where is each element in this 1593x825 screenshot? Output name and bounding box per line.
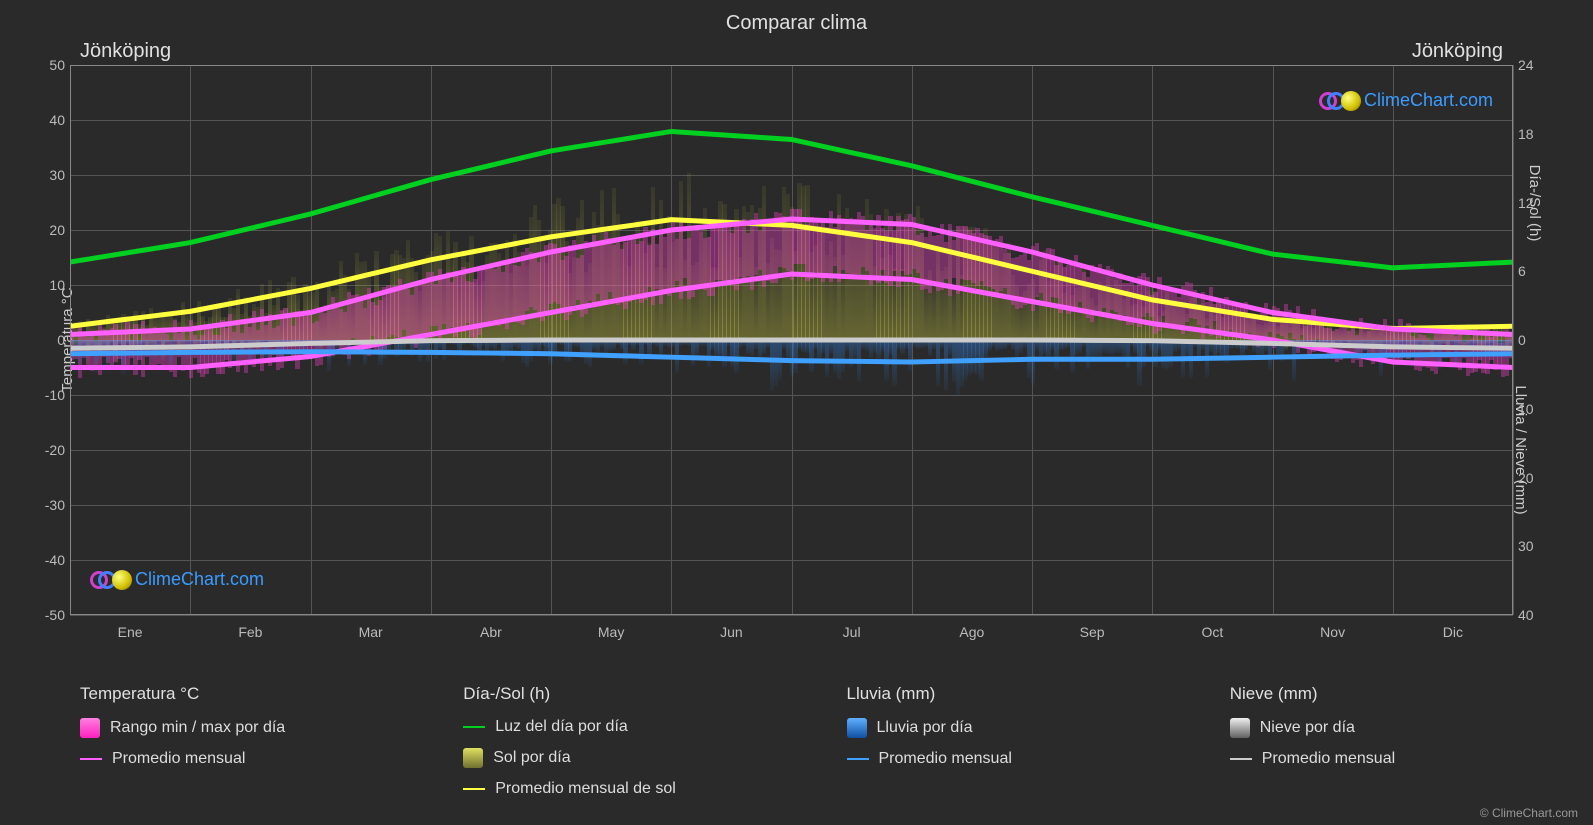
legend-swatch bbox=[1230, 718, 1250, 738]
legend-swatch bbox=[463, 748, 483, 768]
y-tick-right: 0 bbox=[1518, 332, 1548, 348]
x-tick-month: Nov bbox=[1320, 624, 1345, 640]
copyright: © ClimeChart.com bbox=[1480, 806, 1578, 820]
y-tick-right: 6 bbox=[1518, 263, 1548, 279]
legend-item: Promedio mensual bbox=[1230, 750, 1553, 768]
legend-line bbox=[463, 788, 485, 790]
y-tick-left: 40 bbox=[30, 112, 65, 128]
legend-swatch bbox=[847, 718, 867, 738]
y-tick-left: -20 bbox=[30, 442, 65, 458]
x-tick-month: May bbox=[598, 624, 624, 640]
legend-item: Lluvia por día bbox=[847, 718, 1170, 738]
legend-group-title: Nieve (mm) bbox=[1230, 684, 1553, 704]
x-tick-month: Dic bbox=[1443, 624, 1463, 640]
y-tick-left: -30 bbox=[30, 497, 65, 513]
snow-avg-line bbox=[70, 340, 1513, 348]
x-tick-month: Jul bbox=[843, 624, 861, 640]
legend: Temperatura °C Rango min / max por día Pro… bbox=[80, 684, 1553, 810]
chart-title: Comparar clima bbox=[0, 0, 1593, 35]
y-tick-right: 18 bbox=[1518, 126, 1548, 142]
legend-group: Nieve (mm) Nieve por día Promedio mensual bbox=[1230, 684, 1553, 810]
legend-group-title: Temperatura °C bbox=[80, 684, 403, 704]
legend-item-label: Lluvia por día bbox=[877, 719, 973, 737]
x-tick-month: Mar bbox=[359, 624, 383, 640]
y-tick-left: 0 bbox=[30, 332, 65, 348]
temp-max-line bbox=[70, 219, 1513, 335]
watermark-text: ClimeChart.com bbox=[1364, 90, 1493, 111]
x-tick-month: Ene bbox=[118, 624, 143, 640]
lines-svg bbox=[70, 65, 1513, 615]
watermark-top: ClimeChart.com bbox=[1319, 90, 1493, 111]
city-label-right: Jönköping bbox=[1412, 40, 1503, 63]
legend-item-label: Promedio mensual bbox=[112, 750, 245, 768]
legend-item: Nieve por día bbox=[1230, 718, 1553, 738]
legend-line bbox=[1230, 758, 1252, 760]
x-tick-month: Jun bbox=[720, 624, 743, 640]
legend-item: Luz del día por día bbox=[463, 718, 786, 736]
legend-item-label: Luz del día por día bbox=[495, 718, 628, 736]
legend-item: Promedio mensual bbox=[847, 750, 1170, 768]
legend-group: Temperatura °C Rango min / max por día Pro… bbox=[80, 684, 403, 810]
x-tick-month: Oct bbox=[1201, 624, 1223, 640]
legend-item: Promedio mensual bbox=[80, 750, 403, 768]
legend-group-title: Día-/Sol (h) bbox=[463, 684, 786, 704]
legend-item: Rango min / max por día bbox=[80, 718, 403, 738]
y-tick-left: 20 bbox=[30, 222, 65, 238]
legend-line bbox=[80, 758, 102, 760]
legend-line bbox=[463, 726, 485, 728]
y-tick-right: 20 bbox=[1518, 470, 1548, 486]
legend-item: Sol por día bbox=[463, 748, 786, 768]
watermark-icon bbox=[1319, 91, 1359, 111]
y-tick-left: -50 bbox=[30, 607, 65, 623]
y-tick-right: 10 bbox=[1518, 401, 1548, 417]
x-tick-month: Feb bbox=[238, 624, 262, 640]
x-tick-month: Abr bbox=[480, 624, 502, 640]
y-tick-left: 30 bbox=[30, 167, 65, 183]
y-tick-right: 30 bbox=[1518, 538, 1548, 554]
legend-group: Día-/Sol (h) Luz del día por día Sol por d… bbox=[463, 684, 786, 810]
y-tick-left: 50 bbox=[30, 57, 65, 73]
x-tick-month: Sep bbox=[1080, 624, 1105, 640]
legend-item-label: Sol por día bbox=[493, 749, 570, 767]
legend-item-label: Promedio mensual bbox=[879, 750, 1012, 768]
y-tick-left: -10 bbox=[30, 387, 65, 403]
plot-region bbox=[70, 65, 1513, 615]
legend-item-label: Rango min / max por día bbox=[110, 719, 285, 737]
watermark-text: ClimeChart.com bbox=[135, 569, 264, 590]
x-tick-month: Ago bbox=[959, 624, 984, 640]
legend-line bbox=[847, 758, 869, 760]
y-tick-right: 24 bbox=[1518, 57, 1548, 73]
legend-swatch bbox=[80, 718, 100, 738]
city-label-left: Jönköping bbox=[80, 40, 171, 63]
legend-item: Promedio mensual de sol bbox=[463, 780, 786, 798]
legend-item-label: Nieve por día bbox=[1260, 719, 1355, 737]
y-tick-right: 12 bbox=[1518, 195, 1548, 211]
y-tick-left: -40 bbox=[30, 552, 65, 568]
watermark-bottom: ClimeChart.com bbox=[90, 569, 264, 590]
legend-group: Lluvia (mm) Lluvia por día Promedio mensua… bbox=[847, 684, 1170, 810]
legend-group-title: Lluvia (mm) bbox=[847, 684, 1170, 704]
chart-plot-area: Jönköping Jönköping Temperatura °C Día-/… bbox=[70, 65, 1513, 615]
daylight-line bbox=[70, 131, 1513, 267]
legend-item-label: Promedio mensual bbox=[1262, 750, 1395, 768]
y-tick-left: 10 bbox=[30, 277, 65, 293]
watermark-icon bbox=[90, 570, 130, 590]
y-tick-right: 40 bbox=[1518, 607, 1548, 623]
legend-item-label: Promedio mensual de sol bbox=[495, 780, 676, 798]
